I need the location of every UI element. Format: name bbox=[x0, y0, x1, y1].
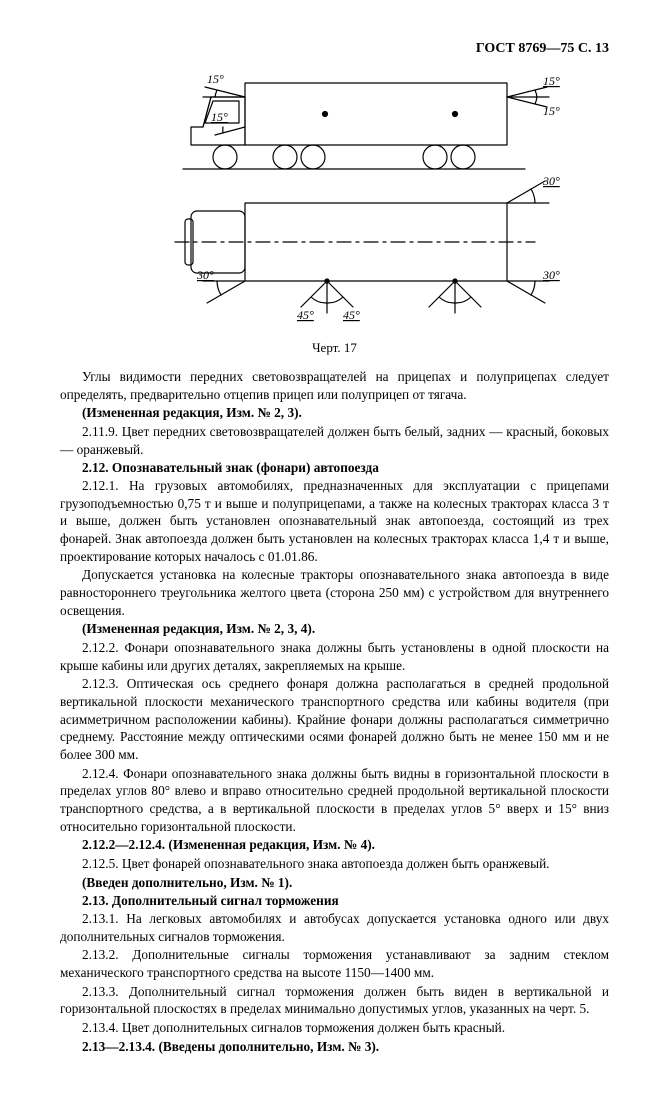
body-text: Допускается установка на колесные тракто… bbox=[60, 566, 609, 619]
body-text: 2.13.1. На легковых автомобилях и автобу… bbox=[60, 910, 609, 945]
figure-17: 15° 15° 15° 15° 30° 30° 30° 45° 45° bbox=[95, 73, 575, 333]
body-text: 2.11.9. Цвет передних световозвращателей… bbox=[60, 423, 609, 458]
angle-label: 15° bbox=[207, 73, 224, 86]
angle-label: 30° bbox=[542, 174, 560, 188]
revision-note: (Измененная редакция, Изм. № 2, 3). bbox=[60, 404, 609, 422]
figure-caption: Черт. 17 bbox=[60, 339, 609, 356]
body-text: 2.13.3. Дополнительный сигнал торможения… bbox=[60, 983, 609, 1018]
section-title: 2.12. Опознавательный знак (фонари) авто… bbox=[60, 459, 609, 477]
body-text: 2.13.4. Цвет дополнительных сигналов тор… bbox=[60, 1019, 609, 1037]
body-text: 2.12.3. Оптическая ось среднего фонаря д… bbox=[60, 675, 609, 763]
revision-note: (Измененная редакция, Изм. № 2, 3, 4). bbox=[60, 620, 609, 638]
body-text: 2.12.5. Цвет фонарей опознавательного зн… bbox=[60, 855, 609, 873]
body-text: 2.12.4. Фонари опознавательного знака до… bbox=[60, 765, 609, 836]
body-text: Углы видимости передних световозвращател… bbox=[60, 368, 609, 403]
body-text: 2.13.2. Дополнительные сигналы торможени… bbox=[60, 946, 609, 981]
angle-label: 30° bbox=[196, 268, 214, 282]
angle-label: 15° bbox=[543, 104, 560, 118]
revision-note: 2.13—2.13.4. (Введены дополнительно, Изм… bbox=[60, 1038, 609, 1056]
body-text: 2.12.1. На грузовых автомобилях, предназ… bbox=[60, 477, 609, 565]
body-text: 2.12.2—2.12.4. (Измененная редакция, Изм… bbox=[60, 836, 609, 854]
page-header: ГОСТ 8769—75 С. 13 bbox=[60, 40, 609, 59]
angle-label: 45° bbox=[343, 308, 360, 322]
angle-label: 45° bbox=[297, 308, 314, 322]
revision-note: (Введен дополнительно, Изм. № 1). bbox=[60, 874, 609, 892]
angle-label: 15° bbox=[211, 110, 228, 124]
angle-label: 15° bbox=[543, 74, 560, 88]
body-text: 2.12.2. Фонари опознавательного знака до… bbox=[60, 639, 609, 674]
angle-label: 30° bbox=[542, 268, 560, 282]
section-title: 2.13. Дополнительный сигнал торможения bbox=[60, 892, 609, 910]
